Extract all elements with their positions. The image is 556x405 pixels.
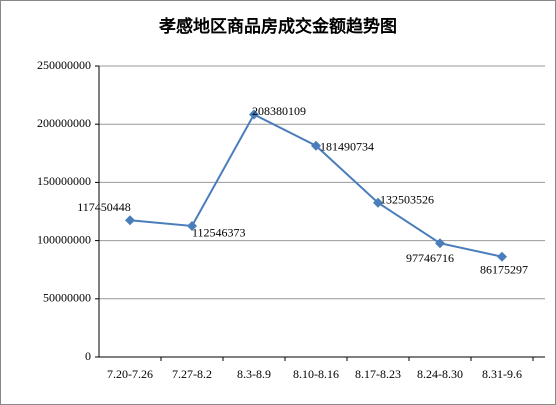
x-tick-label: 8.10-8.16: [293, 367, 339, 381]
y-tick-label: 150000000: [37, 174, 91, 188]
marker: [187, 220, 197, 231]
data-label: 117450448: [77, 200, 131, 214]
x-tick-label: 7.27-8.2: [172, 367, 212, 381]
data-label: 132503526: [380, 193, 434, 207]
x-tick-label: 8.17-8.23: [355, 367, 401, 381]
y-tick-label: 0: [85, 349, 91, 363]
marker: [497, 251, 507, 262]
data-label: 112546373: [192, 226, 246, 240]
marker: [311, 140, 321, 151]
x-tick-label: 8.3-8.9: [237, 367, 271, 381]
x-tick-label: 8.31-9.6: [482, 367, 522, 381]
marker: [373, 197, 383, 208]
y-tick-label: 100000000: [37, 232, 91, 246]
y-tick-label: 200000000: [37, 116, 91, 130]
data-label: 181490734: [320, 139, 374, 153]
data-label: 86175297: [480, 262, 528, 276]
data-label: 208380109: [252, 104, 306, 118]
y-tick-label: 250000000: [37, 58, 91, 72]
marker: [249, 109, 259, 120]
marker: [125, 215, 135, 226]
data-label: 97746716: [406, 251, 454, 265]
marker: [435, 238, 445, 249]
y-tick-label: 50000000: [43, 291, 91, 305]
x-tick-label: 7.20-7.26: [107, 367, 153, 381]
chart-title: 孝感地区商品房成交金额趋势图: [159, 16, 397, 37]
x-tick-label: 8.24-8.30: [417, 367, 463, 381]
